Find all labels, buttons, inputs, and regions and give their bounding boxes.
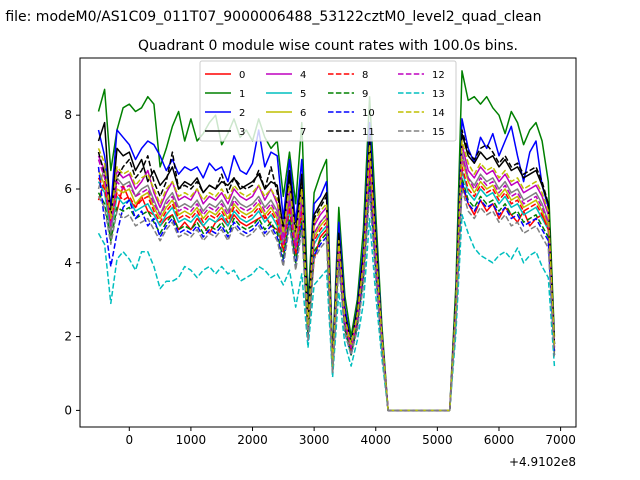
y-tick-label: 0 (64, 403, 72, 417)
y-tick-label: 8 (64, 108, 72, 122)
legend-label-0: 0 (239, 70, 245, 81)
y-tick-label: 6 (64, 182, 72, 196)
series-line-1 (97, 70, 556, 412)
x-tick-label: 0 (125, 433, 133, 447)
legend-label-2: 2 (239, 108, 245, 119)
legend-box (199, 60, 457, 142)
legend-label-12: 12 (432, 70, 445, 81)
y-tick-label: 4 (64, 256, 72, 270)
legend-label-5: 5 (300, 89, 306, 100)
series-line-14 (97, 140, 556, 412)
plot-area: 0 1000 2000 3000 4000 5000 6000 7000 0 2 4 6 8 +4.9… (64, 57, 577, 469)
legend-label-6: 6 (300, 108, 306, 119)
x-axis: 0 1000 2000 3000 4000 5000 6000 7000 (125, 427, 576, 447)
legend-label-10: 10 (362, 108, 375, 119)
figure-suptitle: n file: modeM0/AS1C09_011T07_9000006488_… (0, 9, 541, 25)
x-tick-label: 4000 (360, 433, 391, 447)
x-tick-label: 7000 (545, 433, 576, 447)
legend-label-4: 4 (300, 70, 306, 81)
legend-label-8: 8 (362, 70, 368, 81)
chart-title: Quadrant 0 module wise count rates with … (138, 38, 518, 54)
series-line-3 (97, 121, 556, 412)
legend-label-15: 15 (432, 127, 445, 138)
x-tick-label: 1000 (176, 433, 207, 447)
x-tick-label: 6000 (484, 433, 515, 447)
x-axis-offset-label: +4.9102e8 (509, 455, 576, 469)
x-tick-label: 3000 (299, 433, 330, 447)
legend-label-3: 3 (239, 127, 245, 138)
plot-frame (79, 57, 577, 428)
series-line-13 (97, 214, 556, 412)
legend-label-1: 1 (239, 89, 245, 100)
y-axis: 0 2 4 6 8 (64, 108, 80, 417)
series-line-11 (97, 129, 556, 412)
y-tick-label: 2 (64, 330, 72, 344)
series-line-9 (97, 177, 556, 412)
series-line-10 (97, 166, 556, 412)
series-layer (97, 70, 556, 412)
legend-label-11: 11 (362, 127, 375, 138)
x-tick-label: 2000 (237, 433, 268, 447)
legend-label-13: 13 (432, 89, 445, 100)
legend-label-9: 9 (362, 89, 368, 100)
legend-label-14: 14 (432, 108, 445, 119)
x-tick-label: 5000 (422, 433, 453, 447)
legend-label-7: 7 (300, 127, 306, 138)
series-line-15 (97, 188, 556, 412)
